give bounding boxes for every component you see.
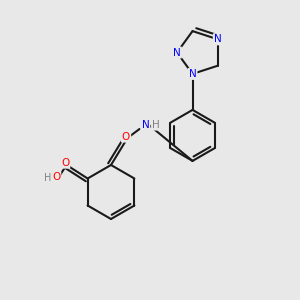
Text: N: N bbox=[214, 34, 222, 44]
Text: N: N bbox=[173, 47, 181, 58]
Text: O: O bbox=[52, 172, 60, 182]
Text: N: N bbox=[142, 119, 149, 130]
Text: H: H bbox=[44, 173, 52, 183]
Text: O: O bbox=[122, 131, 130, 142]
Text: N: N bbox=[189, 69, 196, 79]
Text: H: H bbox=[152, 119, 160, 130]
Text: O: O bbox=[61, 158, 69, 168]
